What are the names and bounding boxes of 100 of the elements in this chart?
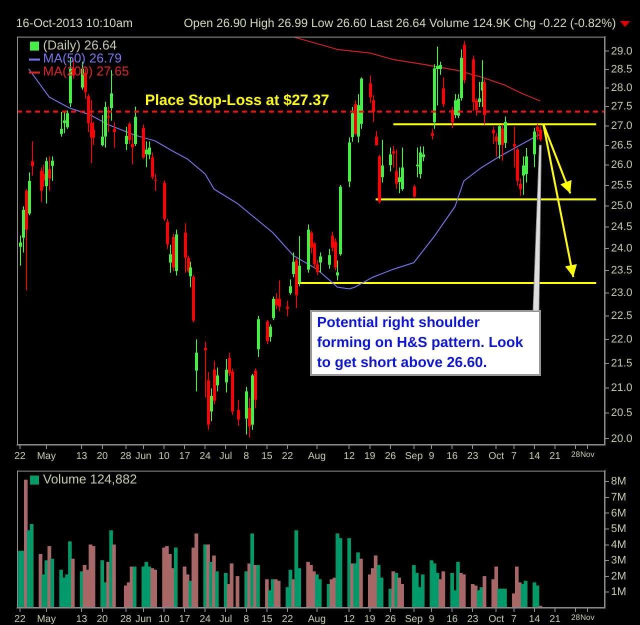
- x-tick-label: 19: [364, 614, 376, 625]
- candlestick: [245, 386, 248, 436]
- bar: [482, 576, 486, 608]
- y-tick-label: 3M: [611, 554, 626, 567]
- x-tick-label: 20: [96, 614, 108, 625]
- candlestick: [278, 280, 281, 312]
- candlestick: [419, 146, 422, 179]
- x-tick-label: Sep: [405, 614, 424, 625]
- candlestick: [104, 101, 107, 148]
- candlestick: [145, 140, 148, 168]
- x-tick-label: 22: [14, 614, 26, 625]
- x-tick-label: 15: [261, 614, 273, 625]
- candlestick: [66, 110, 69, 130]
- candlestick: [472, 55, 475, 112]
- candlestick: [210, 388, 213, 422]
- annotation: Potential right shoulder forming on H&S pattern. Look to get short above 26.60.: [310, 310, 541, 376]
- x-tick-label: 23: [467, 450, 479, 462]
- bar: [215, 571, 219, 608]
- x-tick-label: 7: [511, 614, 518, 625]
- candlestick: [336, 260, 339, 281]
- candlestick: [166, 218, 169, 250]
- candlestick: [378, 154, 381, 204]
- bar: [276, 580, 280, 608]
- x-tick-label: Sep: [405, 450, 424, 462]
- x-tick-label: 16: [446, 450, 458, 462]
- candlestick: [272, 296, 275, 321]
- candlestick: [40, 167, 43, 202]
- x-tick-label: 17: [179, 614, 191, 625]
- candlestick: [533, 127, 536, 168]
- x-tick-label: 7: [511, 450, 518, 462]
- x-tick-label: 24: [200, 614, 212, 625]
- candlestick: [248, 397, 251, 438]
- x-tick-label: 28: [571, 450, 581, 460]
- bar: [462, 574, 466, 608]
- x-tick-label: 22: [282, 614, 294, 625]
- x-tick-label: Jun: [135, 450, 152, 462]
- candlestick: [328, 248, 331, 270]
- x-tick-label: 13: [76, 450, 88, 462]
- candlestick: [298, 236, 301, 287]
- candlestick: [289, 278, 292, 296]
- x-tick-label: 26: [384, 614, 396, 625]
- candlestick: [501, 124, 504, 162]
- y-tick-label: 25.0: [611, 200, 632, 212]
- bar: [132, 566, 136, 608]
- candlestick: [351, 106, 354, 142]
- candlestick: [51, 156, 54, 182]
- candlestick: [381, 139, 384, 184]
- x-tick-label: 9: [428, 614, 435, 625]
- bar: [230, 563, 234, 608]
- x-tick-label: 28: [571, 613, 581, 622]
- candlestick: [295, 257, 298, 309]
- candlestick: [163, 180, 166, 222]
- x-tick-label: 22: [282, 450, 294, 462]
- y-tick-label: 22.0: [611, 333, 632, 346]
- candlestick: [498, 124, 501, 160]
- candlestick: [307, 224, 310, 274]
- x-tick-label: 9: [428, 450, 435, 462]
- x-tick-label: 28: [120, 614, 132, 625]
- candlestick: [63, 111, 66, 134]
- candlestick: [431, 128, 434, 140]
- x-tick-label: 26: [384, 450, 396, 462]
- candlestick: [275, 292, 278, 310]
- y-tick-label: 26.5: [611, 139, 632, 152]
- x-tick-label: 10: [158, 614, 170, 625]
- chart-subtitle: 16-Oct-2013 10:10am: [16, 16, 133, 30]
- candlestick: [125, 126, 128, 150]
- candlestick: [269, 324, 272, 342]
- bar: [503, 588, 507, 608]
- bar: [536, 586, 540, 608]
- candlestick: [375, 130, 378, 146]
- bar: [256, 565, 260, 608]
- candlestick: [389, 147, 392, 172]
- candlestick: [354, 100, 357, 136]
- y-tick-label: 8M: [611, 476, 626, 488]
- x-tick-label: 22: [14, 450, 26, 462]
- y-tick-label: 7M: [611, 491, 626, 504]
- x-tick-label: 14: [528, 614, 540, 625]
- x-tick-label: 28: [120, 450, 132, 462]
- y-tick-label: 21.0: [611, 382, 632, 394]
- x-tick-label: May: [36, 614, 56, 625]
- bar: [153, 570, 158, 608]
- candlestick: [483, 78, 486, 126]
- candlestick: [463, 40, 466, 84]
- candlestick: [454, 94, 457, 119]
- x-tick-label: 20: [96, 450, 108, 462]
- bar: [359, 558, 363, 608]
- candlestick: [184, 222, 187, 274]
- x-tick-label: 13: [76, 614, 88, 625]
- ref-line-label: Place Stop-Loss at $27.37: [145, 92, 330, 110]
- x-tick-label: May: [36, 450, 56, 462]
- candlestick: [237, 399, 240, 426]
- candlestick: [536, 123, 539, 140]
- x-tick-label: Jul: [219, 614, 232, 625]
- bar: [524, 580, 528, 608]
- candlestick: [28, 172, 31, 216]
- candlestick: [192, 274, 195, 323]
- y-tick-label: 27.0: [611, 120, 632, 132]
- candlestick: [286, 300, 289, 317]
- candlestick: [254, 368, 257, 409]
- y-tick-label: 5M: [611, 523, 626, 536]
